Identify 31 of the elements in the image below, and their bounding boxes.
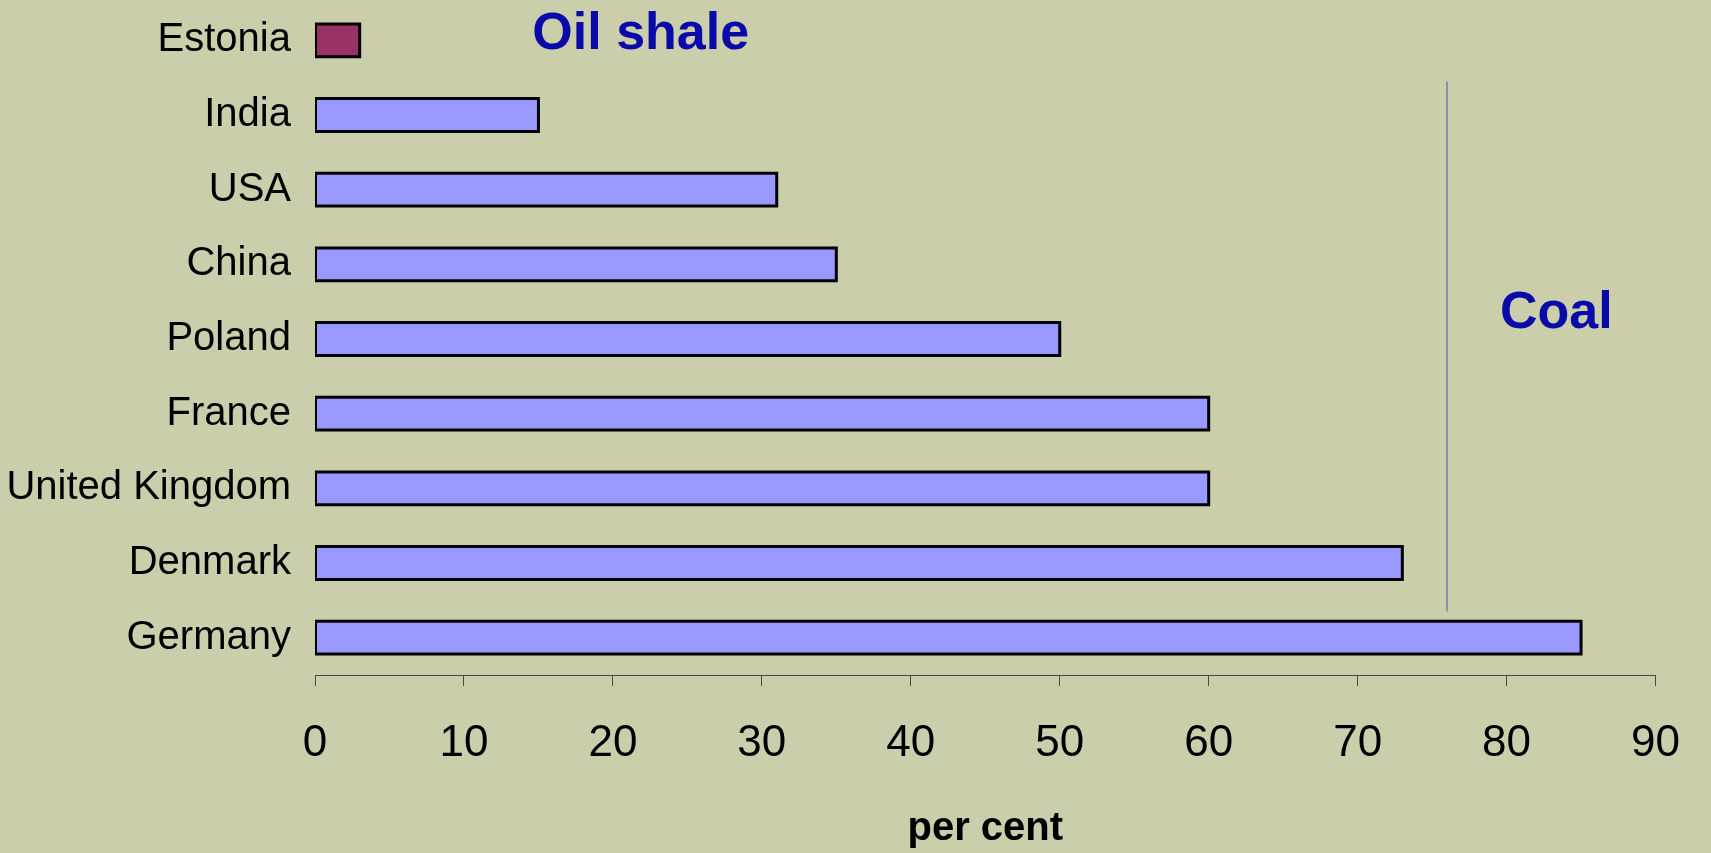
- x-tick-label: 60: [1184, 715, 1234, 765]
- x-tick-label: 40: [886, 715, 936, 765]
- x-tick-label: 80: [1482, 715, 1532, 765]
- bar: [315, 171, 779, 208]
- y-tick-label: Poland: [166, 314, 291, 359]
- bar: [315, 619, 1583, 656]
- y-tick-label: United Kingdom: [6, 463, 291, 508]
- y-tick-label: USA: [208, 164, 292, 209]
- x-tick-label: 30: [737, 715, 787, 765]
- bar: [315, 321, 1062, 357]
- y-tick-label: Denmark: [128, 538, 292, 583]
- bar: [315, 470, 1211, 507]
- annotation: Coal: [1499, 281, 1613, 340]
- annotation: Oil shale: [532, 1, 750, 60]
- x-tick-label: 10: [439, 715, 489, 765]
- y-tick-label: India: [204, 90, 292, 135]
- bar: [315, 97, 540, 133]
- x-tick-label: 70: [1333, 715, 1383, 765]
- bar: [315, 22, 362, 59]
- x-tick-label: 0: [302, 715, 328, 765]
- bar: [315, 246, 838, 283]
- y-tick-label: France: [166, 388, 291, 433]
- y-tick-label: China: [186, 239, 292, 284]
- y-tick-label: Germany: [126, 612, 291, 657]
- x-tick-label: 20: [588, 715, 638, 765]
- bar: [315, 395, 1211, 432]
- bar: [315, 545, 1404, 581]
- x-axis-title: per cent: [907, 804, 1064, 849]
- x-tick-label: 90: [1631, 715, 1681, 765]
- y-tick-label: Estonia: [157, 15, 292, 60]
- x-tick-label: 50: [1035, 715, 1085, 765]
